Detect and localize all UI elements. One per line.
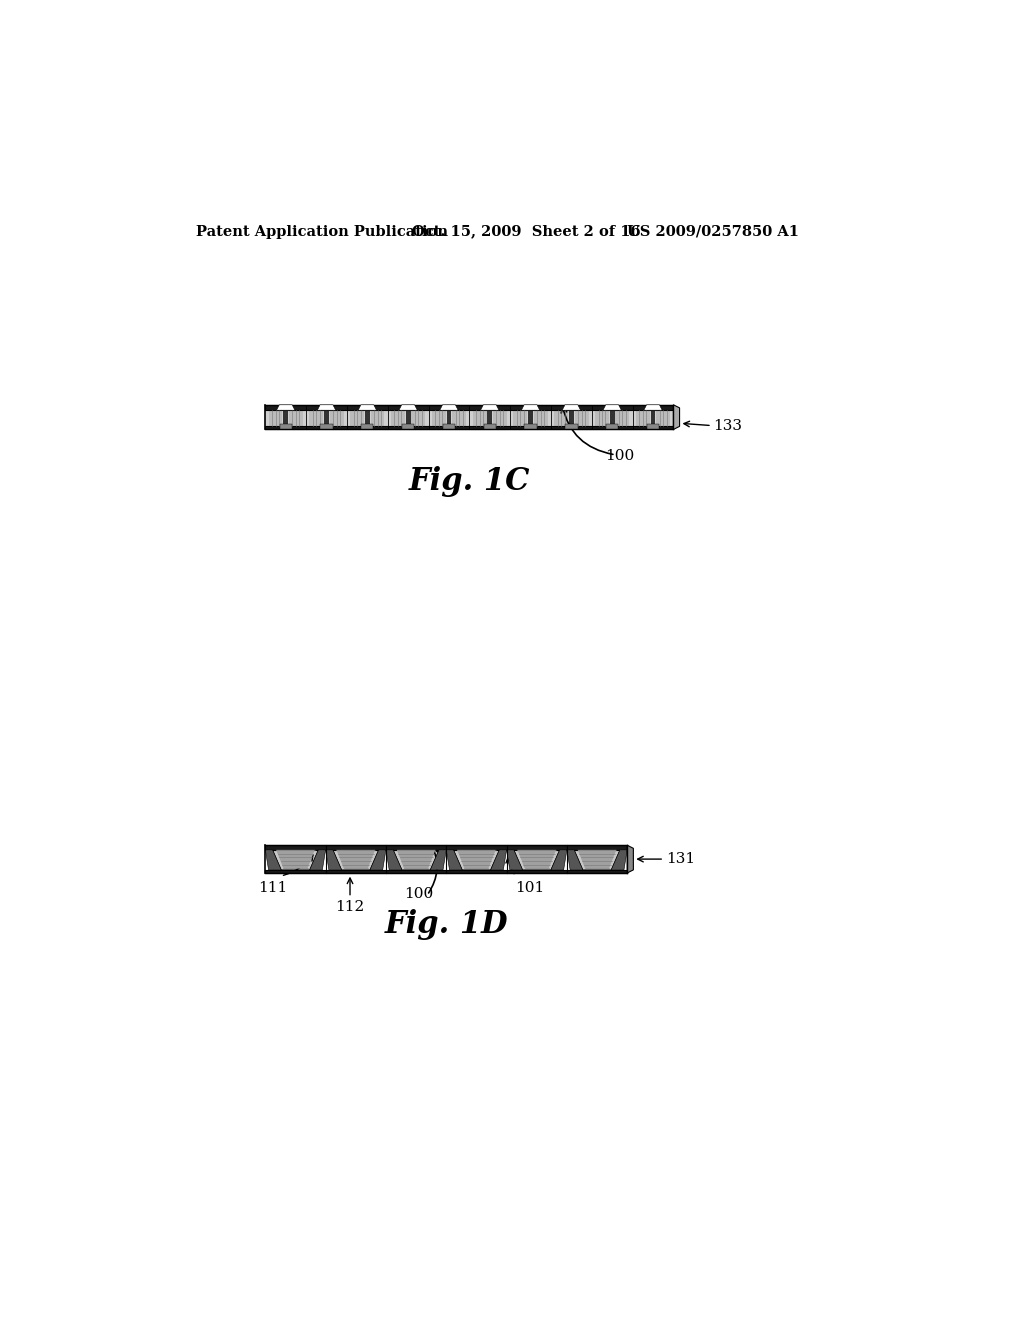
Polygon shape xyxy=(578,850,616,869)
Polygon shape xyxy=(628,845,634,873)
Polygon shape xyxy=(551,850,567,870)
Polygon shape xyxy=(457,850,496,869)
Polygon shape xyxy=(567,850,583,870)
Text: 100: 100 xyxy=(403,887,433,900)
Polygon shape xyxy=(412,411,425,425)
Polygon shape xyxy=(280,424,292,429)
Polygon shape xyxy=(534,411,548,425)
Polygon shape xyxy=(528,411,534,425)
Polygon shape xyxy=(442,424,455,429)
Polygon shape xyxy=(656,411,670,425)
Polygon shape xyxy=(326,850,342,870)
Polygon shape xyxy=(473,411,486,425)
Polygon shape xyxy=(406,411,411,425)
Polygon shape xyxy=(565,424,578,429)
Polygon shape xyxy=(402,424,415,429)
Polygon shape xyxy=(490,850,507,870)
Polygon shape xyxy=(391,411,404,425)
Text: Fig. 1D: Fig. 1D xyxy=(384,909,508,940)
Polygon shape xyxy=(289,411,303,425)
Polygon shape xyxy=(397,850,435,869)
Polygon shape xyxy=(674,405,680,429)
Polygon shape xyxy=(432,411,445,425)
Polygon shape xyxy=(483,424,496,429)
Polygon shape xyxy=(265,411,674,425)
Polygon shape xyxy=(358,405,377,411)
Polygon shape xyxy=(554,411,568,425)
Polygon shape xyxy=(276,405,295,411)
Polygon shape xyxy=(487,411,493,425)
Polygon shape xyxy=(611,850,628,870)
Polygon shape xyxy=(480,405,499,411)
Polygon shape xyxy=(569,411,573,425)
Text: 133: 133 xyxy=(714,418,742,433)
Polygon shape xyxy=(493,411,507,425)
Polygon shape xyxy=(517,850,556,869)
Polygon shape xyxy=(514,850,560,870)
Polygon shape xyxy=(324,411,329,425)
Text: 112: 112 xyxy=(336,900,365,913)
Polygon shape xyxy=(309,850,326,870)
Polygon shape xyxy=(265,870,628,873)
Polygon shape xyxy=(595,411,609,425)
Polygon shape xyxy=(317,405,336,411)
Polygon shape xyxy=(365,411,370,425)
Polygon shape xyxy=(524,424,537,429)
Polygon shape xyxy=(371,411,384,425)
Polygon shape xyxy=(337,850,375,869)
Polygon shape xyxy=(562,405,581,411)
Polygon shape xyxy=(507,850,522,870)
Polygon shape xyxy=(330,411,344,425)
Polygon shape xyxy=(609,411,614,425)
Polygon shape xyxy=(284,411,288,425)
Polygon shape xyxy=(453,411,466,425)
Polygon shape xyxy=(370,850,386,870)
Polygon shape xyxy=(276,850,314,869)
Polygon shape xyxy=(399,405,418,411)
Polygon shape xyxy=(521,405,540,411)
Text: Oct. 15, 2009  Sheet 2 of 16: Oct. 15, 2009 Sheet 2 of 16 xyxy=(412,224,640,239)
Polygon shape xyxy=(574,850,620,870)
Polygon shape xyxy=(603,405,622,411)
Text: 100: 100 xyxy=(605,449,634,462)
Polygon shape xyxy=(513,411,527,425)
Polygon shape xyxy=(361,424,374,429)
Polygon shape xyxy=(574,411,589,425)
Text: Fig. 1C: Fig. 1C xyxy=(409,466,530,498)
Polygon shape xyxy=(309,411,324,425)
Text: 101: 101 xyxy=(515,882,545,895)
Polygon shape xyxy=(615,411,630,425)
Polygon shape xyxy=(446,850,462,870)
Polygon shape xyxy=(386,850,401,870)
Polygon shape xyxy=(268,411,283,425)
Polygon shape xyxy=(454,850,500,870)
Polygon shape xyxy=(265,425,674,429)
Polygon shape xyxy=(650,411,655,425)
Polygon shape xyxy=(321,424,333,429)
Polygon shape xyxy=(606,424,618,429)
Polygon shape xyxy=(439,405,458,411)
Polygon shape xyxy=(430,850,446,870)
Text: 111: 111 xyxy=(258,880,288,895)
Polygon shape xyxy=(350,411,365,425)
Polygon shape xyxy=(636,411,650,425)
Polygon shape xyxy=(265,405,674,411)
Polygon shape xyxy=(644,405,663,411)
Polygon shape xyxy=(265,845,628,850)
Text: Patent Application Publication: Patent Application Publication xyxy=(196,224,449,239)
Text: US 2009/0257850 A1: US 2009/0257850 A1 xyxy=(628,224,799,239)
Polygon shape xyxy=(272,850,318,870)
Polygon shape xyxy=(333,850,379,870)
Polygon shape xyxy=(393,850,439,870)
Polygon shape xyxy=(265,850,282,870)
Polygon shape xyxy=(647,424,659,429)
Polygon shape xyxy=(446,411,452,425)
Text: 131: 131 xyxy=(666,853,695,866)
